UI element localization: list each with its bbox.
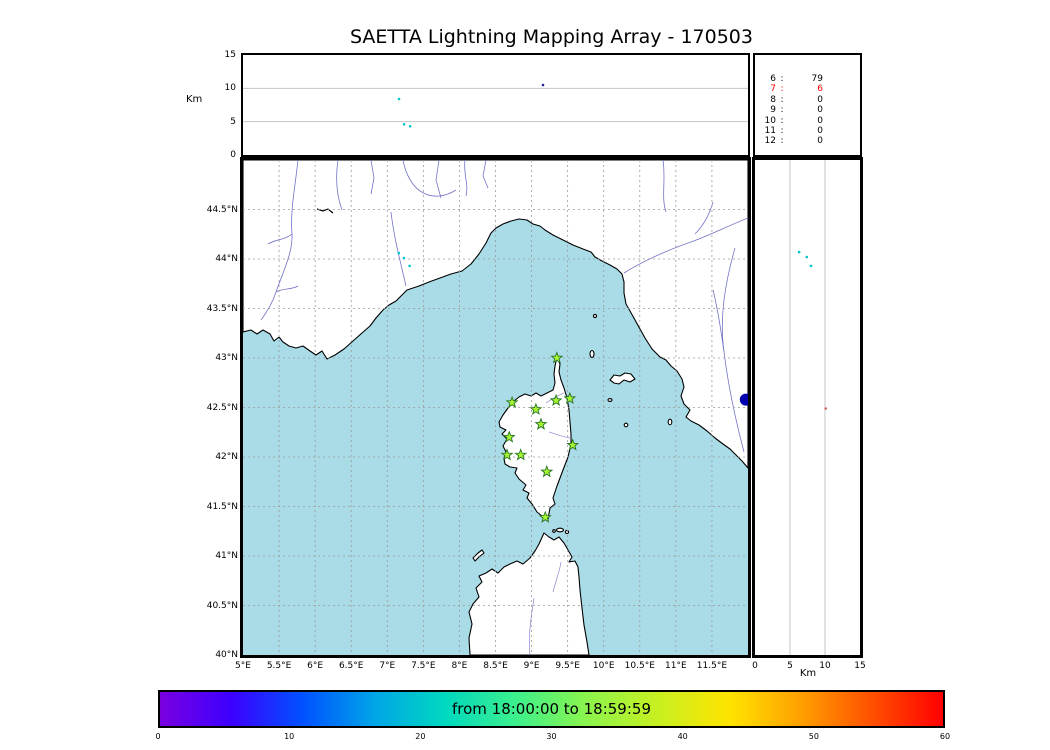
map-gridlines: [243, 160, 748, 655]
giglio-island: [667, 418, 673, 426]
colorbar-tick-40: 40: [677, 732, 688, 741]
elba-island: [609, 372, 636, 385]
lon-tick-11.5: 11.5°E: [696, 661, 728, 671]
colorbar-tick-50: 50: [808, 732, 819, 741]
right-km-tick-10: 10: [819, 661, 831, 671]
gorgona-island: [592, 313, 598, 319]
pianosa-island: [607, 398, 613, 402]
station-count-row-8: 8:0: [770, 94, 823, 105]
colorbar-tick-0: 0: [155, 732, 161, 741]
station-count-row-7: 7:6: [770, 84, 823, 95]
lat-tick-41: 41°N: [215, 551, 238, 561]
lon-tick-5: 5°E: [235, 661, 251, 671]
station-count-row-12: 12:0: [764, 136, 823, 147]
lon-tick-5.5: 5.5°E: [266, 661, 292, 671]
lon-tick-9: 9°E: [523, 661, 540, 671]
lat-tick-42.5: 42.5°N: [206, 402, 238, 413]
alt-panel-source-dots: [397, 83, 545, 128]
colorbar-tick-60: 60: [939, 732, 951, 741]
lon-tick-11: 11°E: [665, 661, 687, 671]
lat-tick-41.5: 41.5°N: [206, 501, 238, 512]
station-count-row-11: 11:0: [764, 125, 823, 136]
maddalena-islet-2: [552, 529, 556, 533]
alpine-lake: [316, 208, 334, 214]
station-star-markers: [500, 351, 580, 523]
lat-tick-44: 44°N: [215, 254, 238, 264]
station-counts-list: 6:79 7:6 8:0 9:0 10:0 11:0 12:0: [755, 55, 860, 147]
corsica-island: [498, 356, 572, 520]
alt-vs-lon-panel: [241, 53, 750, 157]
lon-tick-10: 10°E: [592, 661, 615, 671]
map-panel: [240, 157, 751, 658]
right-km-axis-label: Km: [799, 668, 817, 679]
lat-tick-43: 43°N: [215, 353, 238, 363]
alt-vs-lon-plot: [243, 83, 748, 128]
colorbar-gradient: [160, 692, 943, 726]
land-polygons: [243, 160, 748, 655]
lat-tick-43.5: 43.5°N: [206, 303, 238, 314]
figure-title: SAETTA Lightning Mapping Array - 170503: [350, 26, 753, 48]
alt-axis-tick-0: 0: [230, 150, 236, 160]
map-source-dots: [397, 251, 748, 406]
maddalena-islet: [564, 529, 570, 535]
right-km-tick-0: 0: [752, 661, 758, 671]
asinara-island: [472, 549, 485, 562]
right-km-tick-15: 15: [854, 661, 866, 671]
lon-tick-7.5: 7.5°E: [411, 661, 436, 671]
station-count-row-6: 6:79: [770, 74, 823, 84]
colorbar-tick-20: 20: [415, 732, 426, 741]
alt-vs-lat-plot: [789, 160, 827, 655]
alt-axis-label: Km: [186, 94, 203, 105]
lon-tick-7: 7°E: [379, 661, 396, 671]
lat-tick-40: 40°N: [215, 650, 238, 660]
alt-axis-tick-5: 5: [230, 116, 236, 127]
right-panel-gridlines: [789, 160, 826, 655]
station-count-row-9: 9:0: [770, 105, 823, 116]
colorbar-tick-10: 10: [284, 732, 295, 741]
maddalena-island: [555, 527, 565, 533]
colorbar-label: from 18:00:00 to 18:59:59: [451, 700, 651, 718]
lat-tick-42: 42°N: [215, 452, 238, 462]
continent-coastline: [243, 160, 748, 469]
station-counts-panel: 6:79 7:6 8:0 9:0 10:0 11:0 12:0: [753, 53, 862, 157]
map-plot: [243, 160, 748, 655]
sardinia-island: [468, 532, 590, 655]
right-panel-source-dots: [797, 250, 827, 410]
alt-axis-tick-15: 15: [224, 50, 236, 60]
right-km-tick-5: 5: [787, 661, 793, 671]
alt-vs-lat-panel: [752, 157, 863, 658]
alt-panel-gridlines: [243, 87, 748, 123]
alt-axis-tick-10: 10: [224, 83, 236, 94]
lon-tick-6: 6°E: [307, 661, 324, 671]
montecristo-island: [623, 422, 629, 428]
lat-tick-44.5: 44.5°N: [206, 204, 238, 215]
lon-tick-8.5: 8.5°E: [483, 661, 508, 671]
lat-tick-40.5: 40.5°N: [206, 600, 238, 611]
colorbar-tick-30: 30: [546, 732, 557, 741]
lon-tick-10.5: 10.5°E: [624, 661, 655, 671]
time-colorbar: from 18:00:00 to 18:59:59: [158, 690, 945, 728]
capraia-island: [589, 349, 595, 359]
lon-tick-8: 8°E: [451, 661, 468, 671]
station-count-row-10: 10:0: [764, 115, 823, 126]
lon-tick-9.5: 9.5°E: [555, 661, 580, 671]
lon-tick-6.5: 6.5°E: [338, 661, 364, 671]
